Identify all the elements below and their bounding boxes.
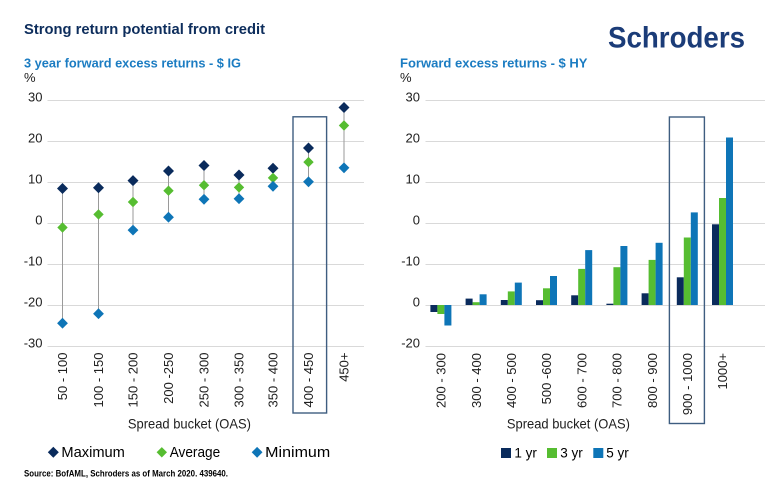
svg-text:Spread bucket (OAS): Spread bucket (OAS)	[128, 416, 251, 432]
svg-text:Strong return potential from c: Strong return potential from credit	[24, 22, 265, 38]
svg-text:1 yr: 1 yr	[514, 446, 537, 461]
svg-text:-20: -20	[401, 336, 420, 351]
svg-text:20: 20	[28, 131, 42, 146]
svg-text:700 - 800: 700 - 800	[610, 353, 625, 408]
svg-text:350 - 400: 350 - 400	[266, 353, 281, 408]
svg-text:30: 30	[28, 90, 42, 105]
svg-text:20: 20	[406, 131, 420, 146]
svg-text:150 - 200: 150 - 200	[126, 353, 141, 408]
svg-text:Source: BofAML, Schroders as o: Source: BofAML, Schroders as of March 20…	[24, 469, 228, 480]
svg-text:300 - 350: 300 - 350	[232, 353, 247, 408]
svg-text:400 - 450: 400 - 450	[301, 353, 316, 408]
svg-text:800 - 900: 800 - 900	[645, 353, 660, 408]
svg-text:-10: -10	[401, 254, 420, 269]
svg-text:200 -250: 200 -250	[161, 353, 176, 404]
svg-text:-30: -30	[24, 336, 43, 351]
svg-text:900 - 1000: 900 - 1000	[680, 353, 695, 415]
svg-text:Forward excess returns - $ HY: Forward excess returns - $ HY	[400, 55, 588, 70]
svg-text:450+: 450+	[337, 353, 352, 382]
svg-text:500 -600: 500 -600	[539, 353, 554, 404]
svg-text:10: 10	[406, 172, 420, 187]
svg-text:600 - 700: 600 - 700	[574, 353, 589, 408]
svg-text:0: 0	[35, 213, 42, 228]
svg-text:10: 10	[28, 172, 42, 187]
svg-text:5 yr: 5 yr	[606, 446, 629, 461]
svg-text:%: %	[24, 70, 36, 85]
svg-text:250 - 300: 250 - 300	[197, 353, 212, 408]
svg-text:Spread bucket (OAS): Spread bucket (OAS)	[507, 416, 630, 432]
svg-text:200 - 300: 200 - 300	[434, 353, 449, 408]
svg-text:Average: Average	[170, 445, 221, 461]
svg-text:100 - 150: 100 - 150	[91, 353, 106, 408]
svg-text:-10: -10	[24, 254, 43, 269]
svg-text:0: 0	[413, 213, 420, 228]
svg-text:3 yr: 3 yr	[560, 446, 583, 461]
svg-text:1000+: 1000+	[715, 353, 730, 390]
svg-text:300 - 400: 300 - 400	[469, 353, 484, 408]
svg-text:Maximum: Maximum	[61, 445, 125, 461]
svg-text:400 - 500: 400 - 500	[504, 353, 519, 408]
svg-text:Minimum: Minimum	[265, 445, 330, 461]
svg-text:%: %	[400, 70, 412, 85]
svg-text:Schroders: Schroders	[608, 22, 745, 55]
svg-text:30: 30	[406, 90, 420, 105]
svg-text:-20: -20	[24, 295, 43, 310]
svg-text:50 - 100: 50 - 100	[55, 353, 70, 401]
svg-text:3 year forward excess returns: 3 year forward excess returns - $ IG	[24, 55, 241, 70]
svg-text:0: 0	[413, 295, 420, 310]
